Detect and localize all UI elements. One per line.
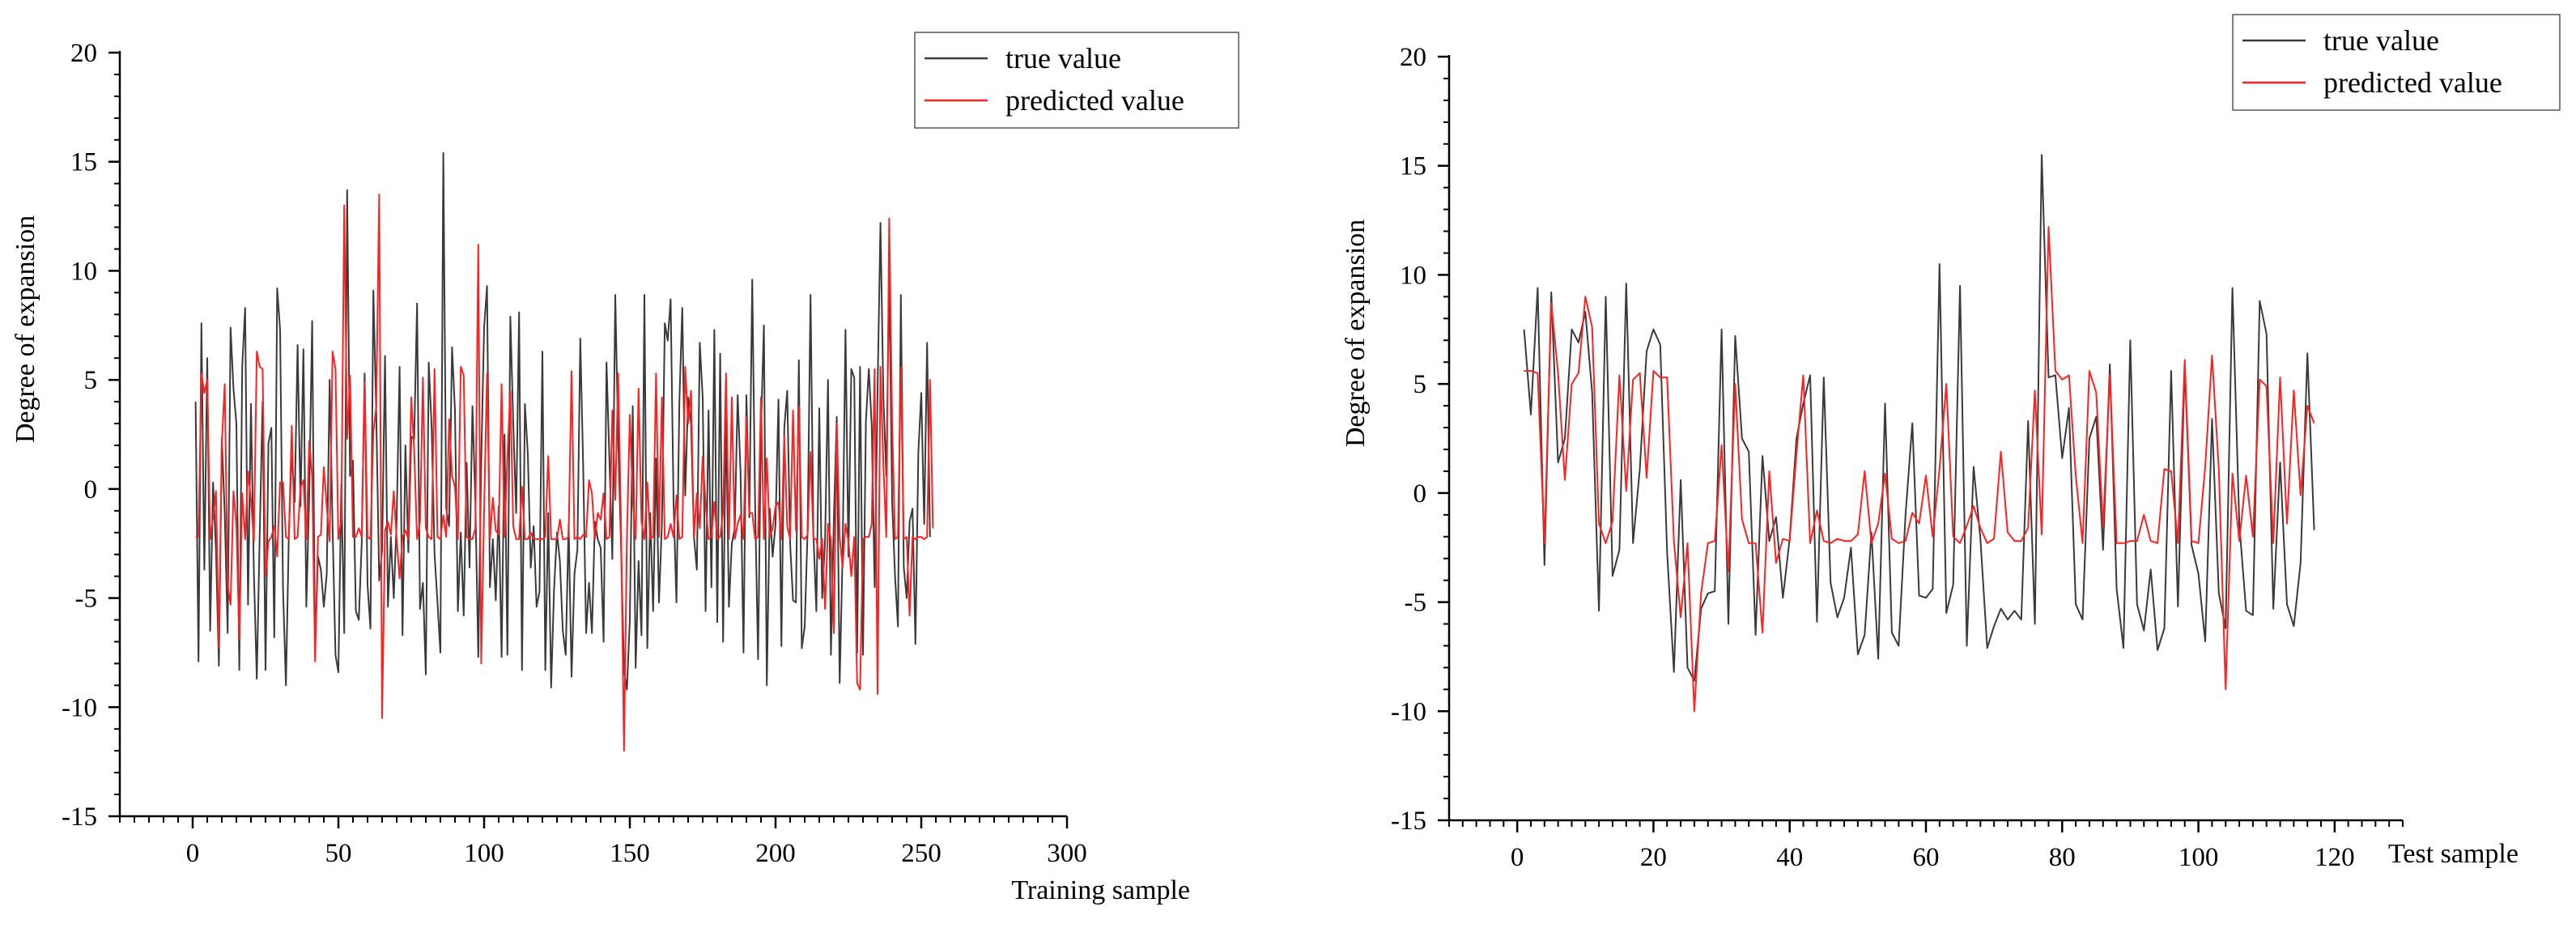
x-tick-label: 100 xyxy=(2179,843,2219,872)
legend-box xyxy=(914,32,1239,129)
y-tick-label: -5 xyxy=(75,585,98,614)
y-tick-label: -10 xyxy=(1391,697,1426,726)
y-tick-label: 0 xyxy=(84,475,98,504)
x-tick-label: 0 xyxy=(186,839,200,868)
legend-label-true: true value xyxy=(2323,24,2439,57)
legend-label-predicted: predicted value xyxy=(2323,66,2502,99)
y-tick-label: 10 xyxy=(1400,261,1426,290)
legend: true value predicted value xyxy=(914,32,1239,129)
x-tick-label: 120 xyxy=(2315,843,2355,872)
y-tick-label: 20 xyxy=(1400,43,1426,72)
legend: true value predicted value xyxy=(2232,14,2561,111)
test-chart: -15 -10 -5 0 5 10 15 20 0 20 40 60 80 100 120 Degree of… xyxy=(1341,14,2561,872)
y-tick-label: -15 xyxy=(62,802,97,832)
y-tick-label: -5 xyxy=(1405,589,1427,618)
y-tick-label: 5 xyxy=(1413,370,1427,399)
true-value-line xyxy=(194,151,931,691)
y-tick-label: -15 xyxy=(1391,807,1426,836)
x-tick-label: 50 xyxy=(325,839,352,868)
predicted-value-line xyxy=(195,194,934,752)
predicted-value-line xyxy=(1524,226,2315,713)
x-tick-label: 20 xyxy=(1640,843,1667,872)
x-axis-title: Training sample xyxy=(1011,875,1190,905)
x-tick-label: 150 xyxy=(610,839,650,868)
y-axis-title: Degree of expansion xyxy=(11,215,40,443)
y-tick-label: 15 xyxy=(1400,152,1426,181)
y-tick-label: 10 xyxy=(70,257,97,286)
x-tick-label: 60 xyxy=(1913,843,1940,872)
y-tick-label: 0 xyxy=(1413,479,1427,509)
legend-label-predicted: predicted value xyxy=(1005,84,1184,117)
x-tick-label: 0 xyxy=(1511,843,1524,872)
legend-label-true: true value xyxy=(1005,42,1121,74)
y-tick-label: 20 xyxy=(70,39,97,68)
y-tick-label: -10 xyxy=(62,693,97,722)
x-tick-label: 300 xyxy=(1047,839,1087,868)
x-tick-label: 200 xyxy=(755,839,796,868)
x-axis-title: Test sample xyxy=(2388,839,2519,869)
x-tick-label: 80 xyxy=(2049,843,2076,872)
y-tick-label: 15 xyxy=(70,148,97,177)
x-tick-label: 100 xyxy=(464,839,504,868)
x-tick-label: 250 xyxy=(901,839,942,868)
y-axis-title: Degree of expansion xyxy=(1341,219,1371,447)
true-value-line xyxy=(1523,154,2315,682)
legend-box xyxy=(2232,14,2561,111)
y-tick-label: 5 xyxy=(84,366,98,395)
x-tick-label: 40 xyxy=(1776,843,1803,872)
